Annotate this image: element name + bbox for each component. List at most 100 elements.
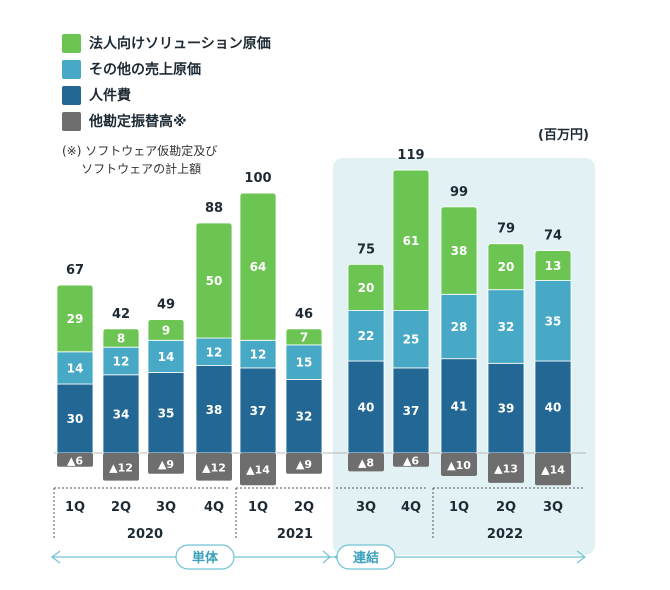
negative-value-label: ▲13 bbox=[494, 462, 518, 475]
bar-value-label: 22 bbox=[358, 329, 375, 343]
bar-total-label: 42 bbox=[112, 307, 130, 322]
bar-value-label: 37 bbox=[403, 404, 420, 418]
bar-value-label: 38 bbox=[206, 403, 223, 417]
negative-value-label: ▲12 bbox=[202, 461, 226, 474]
bar-segment bbox=[147, 319, 185, 341]
bar-value-label: 12 bbox=[206, 345, 223, 359]
legend-item-transfer-to-other-accounts: 他勘定振替高※ bbox=[62, 108, 271, 134]
bar-segment bbox=[102, 328, 140, 348]
bar-value-label: 7 bbox=[300, 330, 308, 344]
bar-total-label: 99 bbox=[450, 185, 468, 200]
bar-total-label: 75 bbox=[357, 242, 375, 257]
bar-value-label: 8 bbox=[117, 332, 125, 346]
green-square-icon bbox=[62, 33, 81, 53]
bar-segment-negative bbox=[393, 453, 429, 467]
negative-value-label: ▲14 bbox=[246, 464, 270, 477]
bar-value-label: 38 bbox=[451, 244, 468, 258]
bar-value-label: 14 bbox=[158, 350, 175, 364]
bar-total-label: 100 bbox=[244, 171, 271, 186]
segment-pill-consolidated bbox=[336, 544, 396, 570]
legend-item-personnel-cost: 人件費 bbox=[62, 82, 271, 108]
bar-value-label: 35 bbox=[545, 314, 562, 328]
legend-item-corporate-solution-cost: 法人向けソリューション原価 bbox=[62, 30, 271, 56]
bar-value-label: 25 bbox=[403, 333, 420, 347]
bar-value-label: 13 bbox=[545, 259, 562, 273]
quarter-tick-label: 1Q bbox=[449, 500, 469, 515]
bar-segment bbox=[285, 328, 323, 346]
bar-value-label: 28 bbox=[451, 320, 468, 334]
bar-value-label: 9 bbox=[162, 323, 170, 337]
quarter-tick-label: 2Q bbox=[496, 500, 516, 515]
bar-segment bbox=[56, 383, 94, 454]
quarter-tick-label: 1Q bbox=[65, 500, 85, 515]
bar-segment bbox=[102, 374, 140, 454]
arrow-mid-icon bbox=[322, 550, 331, 564]
bar-total-label: 46 bbox=[295, 307, 313, 322]
legend: 法人向けソリューション原価 その他の売上原価 人件費 他勘定振替高※ bbox=[62, 30, 271, 134]
quarter-tick-label: 2Q bbox=[111, 500, 131, 515]
year-label: 2021 bbox=[277, 527, 313, 542]
arrow-right-icon bbox=[576, 550, 586, 564]
bar-segment-negative bbox=[488, 453, 524, 483]
bar-segment bbox=[239, 367, 277, 454]
arrow-left-icon bbox=[51, 550, 61, 564]
segment-label-standalone: 単体 bbox=[192, 550, 219, 566]
bar-segment bbox=[56, 284, 94, 353]
bar-segment-negative bbox=[286, 453, 322, 474]
teal-square-icon bbox=[62, 59, 81, 79]
bar-segment bbox=[440, 293, 478, 360]
bar-segment bbox=[285, 344, 323, 380]
gray-square-icon bbox=[62, 111, 81, 131]
negative-value-label: ▲14 bbox=[541, 464, 565, 477]
legend-label: 法人向けソリューション原価 bbox=[89, 36, 271, 52]
bar-value-label: 12 bbox=[250, 348, 267, 362]
bar-value-label: 50 bbox=[206, 274, 223, 288]
bar-segment bbox=[195, 337, 233, 367]
year-label: 2022 bbox=[487, 527, 523, 542]
bar-value-label: 14 bbox=[67, 361, 84, 375]
segment-label-consolidated: 連結 bbox=[353, 550, 379, 566]
bar-value-label: 37 bbox=[250, 404, 267, 418]
bar-segment bbox=[195, 365, 233, 454]
quarter-tick-label: 4Q bbox=[204, 500, 224, 515]
bar-segment bbox=[239, 192, 277, 341]
bar-segment-negative bbox=[441, 453, 477, 476]
negative-value-label: ▲6 bbox=[403, 454, 419, 467]
segment-pill-standalone bbox=[175, 544, 235, 570]
bar-total-label: 119 bbox=[397, 148, 424, 163]
bar-value-label: 64 bbox=[250, 260, 267, 274]
bar-value-label: 15 bbox=[296, 356, 313, 370]
bar-total-label: 74 bbox=[544, 229, 562, 244]
quarter-tick-label: 3Q bbox=[156, 500, 176, 515]
bar-segment bbox=[102, 346, 140, 376]
bar-value-label: 32 bbox=[296, 410, 313, 424]
bar-value-label: 61 bbox=[403, 234, 420, 248]
bar-segment bbox=[392, 309, 430, 369]
negative-value-label: ▲12 bbox=[109, 461, 133, 474]
bar-total-label: 79 bbox=[497, 222, 515, 237]
bar-segment-negative bbox=[57, 453, 93, 467]
bar-value-label: 41 bbox=[451, 399, 468, 413]
quarter-tick-label: 4Q bbox=[401, 500, 421, 515]
negative-value-label: ▲9 bbox=[296, 458, 312, 471]
footnote-line-2: ソフトウェアの計上額 bbox=[62, 162, 202, 176]
negative-value-label: ▲10 bbox=[447, 459, 471, 472]
bar-value-label: 40 bbox=[545, 401, 562, 415]
legend-label: その他の売上原価 bbox=[89, 62, 201, 78]
bar-segment bbox=[440, 358, 478, 454]
bar-value-label: 39 bbox=[498, 402, 515, 416]
bar-value-label: 30 bbox=[67, 412, 84, 426]
bar-value-label: 35 bbox=[158, 406, 175, 420]
bar-segment bbox=[392, 367, 430, 454]
bar-total-label: 67 bbox=[66, 263, 84, 278]
quarter-tick-label: 1Q bbox=[248, 500, 268, 515]
bar-segment-negative bbox=[103, 453, 139, 481]
bar-segment bbox=[239, 339, 277, 369]
negative-value-label: ▲8 bbox=[358, 457, 374, 470]
navy-square-icon bbox=[62, 85, 81, 105]
bar-total-label: 88 bbox=[205, 201, 223, 216]
bar-value-label: 12 bbox=[113, 355, 130, 369]
bar-value-label: 32 bbox=[498, 320, 515, 334]
bar-value-label: 40 bbox=[358, 401, 375, 415]
